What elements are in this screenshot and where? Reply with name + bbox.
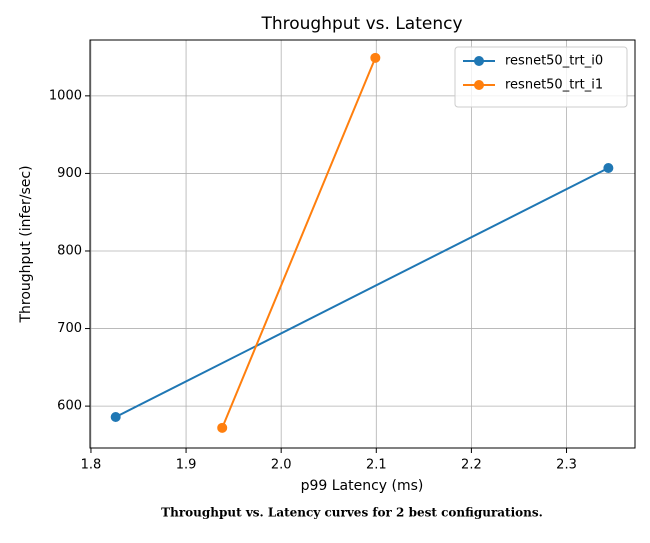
x-tick-label: 2.2 xyxy=(461,458,482,473)
y-axis-label: Throughput (infer/sec) xyxy=(18,165,34,323)
plot-frame xyxy=(89,39,636,449)
marker xyxy=(110,411,121,422)
marker xyxy=(603,162,614,173)
x-tick-label: 1.9 xyxy=(176,458,197,473)
y-tick-label: 700 xyxy=(57,321,82,336)
line xyxy=(115,167,609,418)
chart-title: Throughput vs. Latency xyxy=(260,14,462,34)
x-tick-label: 2.1 xyxy=(366,458,387,473)
x-tick-label: 2.3 xyxy=(556,458,577,473)
y-tick-label: 800 xyxy=(57,243,82,258)
y-tick-label: 1000 xyxy=(49,88,82,103)
x-axis-label: p99 Latency (ms) xyxy=(301,478,424,494)
x-tick-label: 2.0 xyxy=(271,458,292,473)
legend-marker xyxy=(474,56,484,66)
x-tick-label: 1.8 xyxy=(81,458,102,473)
marker xyxy=(370,52,381,63)
legend-label: resnet50_trt_i0 xyxy=(505,54,603,69)
y-tick-label: 600 xyxy=(57,399,82,414)
marker xyxy=(217,422,228,433)
legend-marker xyxy=(474,80,484,90)
legend xyxy=(454,46,628,108)
caption: Throughput vs. Latency curves for 2 best… xyxy=(161,506,543,520)
y-tick-label: 900 xyxy=(57,166,82,181)
legend-label: resnet50_trt_i1 xyxy=(505,78,603,93)
line xyxy=(221,57,377,429)
